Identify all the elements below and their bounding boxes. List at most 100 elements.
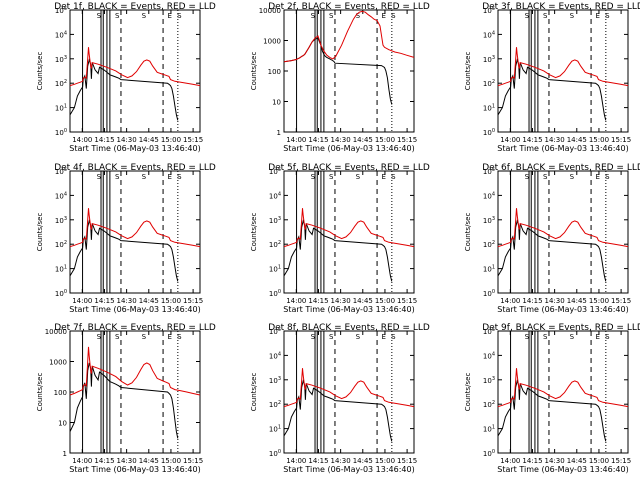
x-tick-label: 14:30 <box>117 136 137 144</box>
y-tick-label: 100 <box>55 289 67 298</box>
x-tick-label: 14:15 <box>94 457 114 465</box>
y-tick-label: 103 <box>55 216 67 225</box>
x-tick-label: 14:00 <box>500 297 520 305</box>
top-flag-label: S <box>142 173 147 181</box>
y-tick-label: 100 <box>54 389 67 397</box>
panel-det-8: Det 8f, BLACK = Events, RED = LLD 100 101 1… <box>250 323 430 474</box>
top-flag-label: S <box>356 12 361 20</box>
y-tick-label: 105 <box>55 6 67 15</box>
x-tick-label: 14:00 <box>72 297 92 305</box>
panel-det-9: Det 9f, BLACK = Events, RED = LLD 100 101 1… <box>464 323 640 474</box>
y-tick-label: 101 <box>483 425 495 434</box>
panel-title: Det 6f, BLACK = Events, RED = LLD <box>482 163 640 173</box>
x-axis-label: Start Time (06-May-03 13:46:40) <box>69 144 200 153</box>
y-axis-label: Counts/sec <box>464 373 472 412</box>
x-tick-label: 14:45 <box>567 297 587 305</box>
top-flag-label: S <box>97 12 102 20</box>
top-flag-label: S <box>115 333 120 341</box>
y-axis-label: Counts/sec <box>464 213 472 252</box>
y-tick-label: 10 <box>58 420 67 428</box>
y-axis-label: Counts/sec <box>36 52 44 91</box>
x-tick-label: 15:15 <box>611 457 631 465</box>
top-flag-label: S <box>605 173 610 181</box>
top-flag-label: S <box>391 173 396 181</box>
y-tick-label: 103 <box>483 55 495 64</box>
x-tick-label: 15:15 <box>397 457 417 465</box>
top-flag-label: S <box>142 333 147 341</box>
plot-frame <box>497 330 629 454</box>
plot-frame <box>69 170 201 294</box>
top-flag-label: E <box>595 173 599 181</box>
y-tick-label: 1 <box>63 450 67 458</box>
top-flag-label: S <box>329 333 334 341</box>
y-tick-label: 104 <box>483 30 495 39</box>
panel-det-6: Det 6f, BLACK = Events, RED = LLD 100 101 1… <box>464 163 640 314</box>
top-flag-label: E <box>167 333 171 341</box>
top-flag-label: S <box>570 333 575 341</box>
series-lld-line <box>69 346 201 396</box>
x-tick-label: 15:00 <box>375 297 395 305</box>
y-tick-label: 102 <box>269 240 281 249</box>
panel-title: Det 7f, BLACK = Events, RED = LLD <box>54 323 216 333</box>
x-tick-label: 14:30 <box>117 297 137 305</box>
y-tick-label: 10000 <box>45 328 67 336</box>
top-flag-label: E <box>381 333 385 341</box>
y-tick-label: 102 <box>269 400 281 409</box>
x-tick-label: 14:00 <box>500 136 520 144</box>
top-flag-label: S <box>115 173 120 181</box>
y-tick-label: 102 <box>483 240 495 249</box>
y-tick-label: 10 <box>272 99 281 107</box>
panel-title: Det 4f, BLACK = Events, RED = LLD <box>54 163 216 173</box>
top-flag-label: E <box>595 333 599 341</box>
plot-frame <box>497 170 629 294</box>
top-flag-label: S <box>605 333 610 341</box>
x-tick-label: 14:45 <box>567 457 587 465</box>
x-tick-label: 14:45 <box>567 136 587 144</box>
y-tick-label: 103 <box>483 216 495 225</box>
top-flag-label: S <box>570 173 575 181</box>
top-flag-label: S <box>115 12 120 20</box>
x-tick-label: 15:15 <box>183 297 203 305</box>
x-tick-label: 15:00 <box>375 457 395 465</box>
top-flag-label: S <box>605 12 610 20</box>
x-axis-label: Start Time (06-May-03 13:46:40) <box>497 144 628 153</box>
plot-frame <box>283 170 415 294</box>
x-axis-label: Start Time (06-May-03 13:46:40) <box>283 144 414 153</box>
top-flag-label: S <box>177 333 182 341</box>
y-tick-label: 105 <box>483 6 495 15</box>
top-flag-label: S <box>311 173 316 181</box>
top-flag-label: S <box>177 173 182 181</box>
y-tick-label: 101 <box>483 265 495 274</box>
x-tick-label: 14:00 <box>286 457 306 465</box>
x-tick-label: 14:30 <box>545 136 565 144</box>
x-tick-label: 14:30 <box>331 297 351 305</box>
x-tick-label: 15:00 <box>161 297 181 305</box>
x-tick-label: 14:15 <box>308 136 328 144</box>
x-tick-label: 15:15 <box>397 136 417 144</box>
x-tick-label: 14:00 <box>500 457 520 465</box>
x-axis-label: Start Time (06-May-03 13:46:40) <box>497 305 628 314</box>
x-tick-label: 15:15 <box>183 136 203 144</box>
x-tick-label: 14:15 <box>308 457 328 465</box>
y-tick-label: 1 <box>277 129 281 137</box>
top-flag-label: S <box>356 173 361 181</box>
x-axis-label: Start Time (06-May-03 13:46:40) <box>283 465 414 474</box>
x-tick-label: 14:00 <box>72 457 92 465</box>
x-tick-label: 14:30 <box>545 297 565 305</box>
x-tick-label: 14:30 <box>117 457 137 465</box>
x-tick-label: 15:00 <box>161 136 181 144</box>
y-tick-label: 104 <box>269 191 281 200</box>
series-lld-line <box>69 47 201 87</box>
x-tick-label: 14:30 <box>331 136 351 144</box>
series-lld-line <box>283 208 415 248</box>
panel-det-2: Det 2f, BLACK = Events, RED = LLD 1 10 100 1… <box>250 2 430 153</box>
x-tick-label: 14:15 <box>94 136 114 144</box>
top-flag-label: S <box>391 12 396 20</box>
y-tick-label: 102 <box>55 79 67 88</box>
top-flag-label: S <box>97 333 102 341</box>
y-tick-label: 10000 <box>259 7 281 15</box>
panel-det-1: Det 1f, BLACK = Events, RED = LLD 100 101 1… <box>36 2 216 153</box>
panel-title: Det 2f, BLACK = Events, RED = LLD <box>268 2 430 12</box>
top-flag-label: S <box>525 333 530 341</box>
y-tick-label: 100 <box>483 128 495 137</box>
